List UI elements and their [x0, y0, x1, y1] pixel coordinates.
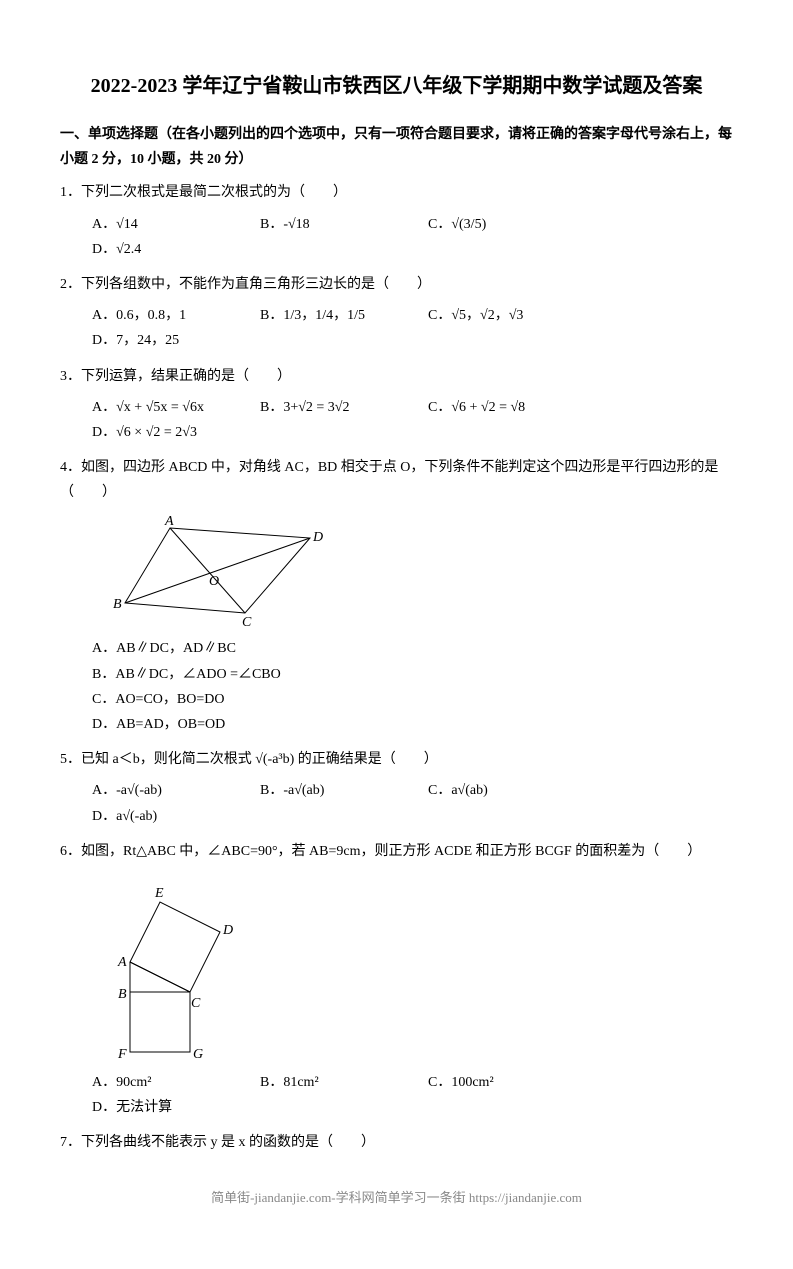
q5-option-a: A．-a√(-ab) [92, 778, 252, 803]
q2-option-a: A．0.6，0.8，1 [92, 303, 252, 328]
svg-text:F: F [117, 1047, 127, 1062]
question-2-options: A．0.6，0.8，1 B．1/3，1/4，1/5 C．√5，√2，√3 D．7… [92, 303, 733, 353]
question-4: 4．如图，四边形 ABCD 中，对角线 AC，BD 相交于点 O，下列条件不能判… [60, 455, 733, 505]
svg-text:E: E [154, 886, 164, 901]
q1-option-a: A．√14 [92, 212, 252, 237]
question-7: 7．下列各曲线不能表示 y 是 x 的函数的是（ ） [60, 1130, 733, 1155]
svg-text:B: B [113, 597, 122, 612]
question-5: 5．已知 a＜b，则化简二次根式 √(-a³b) 的正确结果是（ ） [60, 747, 733, 772]
q6-option-d: D．无法计算 [92, 1095, 252, 1120]
q2-option-b: B．1/3，1/4，1/5 [260, 303, 420, 328]
q5-option-c: C．a√(ab) [428, 778, 588, 803]
svg-text:C: C [242, 615, 252, 628]
question-6: 6．如图，Rt△ABC 中，∠ABC=90°，若 AB=9cm，则正方形 ACD… [60, 839, 733, 864]
page-footer: 简单街-jiandanjie.com-学科网简单学习一条街 https://ji… [60, 1186, 733, 1209]
q6-option-c: C．100cm² [428, 1070, 588, 1095]
svg-text:D: D [222, 923, 233, 938]
page-title: 2022-2023 学年辽宁省鞍山市铁西区八年级下学期期中数学试题及答案 [60, 70, 733, 102]
svg-text:O: O [209, 574, 219, 589]
q6-squares-svg: A B C D E F G [110, 872, 280, 1062]
svg-text:C: C [191, 996, 201, 1011]
q1-option-d: D．√2.4 [92, 237, 252, 262]
q4-option-c: C．AO=CO，BO=DO [92, 687, 412, 712]
q5-option-d: D．a√(-ab) [92, 804, 252, 829]
q4-option-a: A．AB∥DC，AD∥BC [92, 636, 412, 661]
q1-option-b: B．-√18 [260, 212, 420, 237]
question-2: 2．下列各组数中，不能作为直角三角形三边长的是（ ） [60, 272, 733, 297]
svg-text:A: A [164, 514, 174, 529]
svg-text:B: B [118, 987, 127, 1002]
q3-option-b: B．3+√2 = 3√2 [260, 395, 420, 420]
q2-option-c: C．√5，√2，√3 [428, 303, 588, 328]
question-1: 1．下列二次根式是最简二次根式的为（ ） [60, 180, 733, 205]
q6-option-a: A．90cm² [92, 1070, 252, 1095]
q5-option-b: B．-a√(ab) [260, 778, 420, 803]
svg-text:G: G [193, 1047, 203, 1062]
q6-option-b: B．81cm² [260, 1070, 420, 1095]
q3-option-a: A．√x + √5x = √6x [92, 395, 252, 420]
question-1-options: A．√14 B．-√18 C．√(3/5) D．√2.4 [92, 212, 733, 262]
question-6-options: A．90cm² B．81cm² C．100cm² D．无法计算 [92, 1070, 733, 1120]
q4-diagram: A D C B O [110, 513, 733, 628]
q3-option-d: D．√6 × √2 = 2√3 [92, 420, 252, 445]
question-3-options: A．√x + √5x = √6x B．3+√2 = 3√2 C．√6 + √2 … [92, 395, 733, 445]
q2-option-d: D．7，24，25 [92, 328, 252, 353]
question-5-options: A．-a√(-ab) B．-a√(ab) C．a√(ab) D．a√(-ab) [92, 778, 733, 828]
question-4-options: A．AB∥DC，AD∥BC B．AB∥DC，∠ADO =∠CBO C．AO=CO… [92, 636, 733, 737]
svg-text:A: A [117, 955, 127, 970]
q6-diagram: A B C D E F G [110, 872, 733, 1062]
q4-option-d: D．AB=AD，OB=OD [92, 712, 412, 737]
question-3: 3．下列运算，结果正确的是（ ） [60, 364, 733, 389]
svg-text:D: D [312, 530, 323, 545]
section-1-header: 一、单项选择题（在各小题列出的四个选项中，只有一项符合题目要求，请将正确的答案字… [60, 122, 733, 172]
q3-option-c: C．√6 + √2 = √8 [428, 395, 588, 420]
q4-parallelogram-svg: A D C B O [110, 513, 330, 628]
q4-option-b: B．AB∥DC，∠ADO =∠CBO [92, 662, 412, 687]
q1-option-c: C．√(3/5) [428, 212, 588, 237]
